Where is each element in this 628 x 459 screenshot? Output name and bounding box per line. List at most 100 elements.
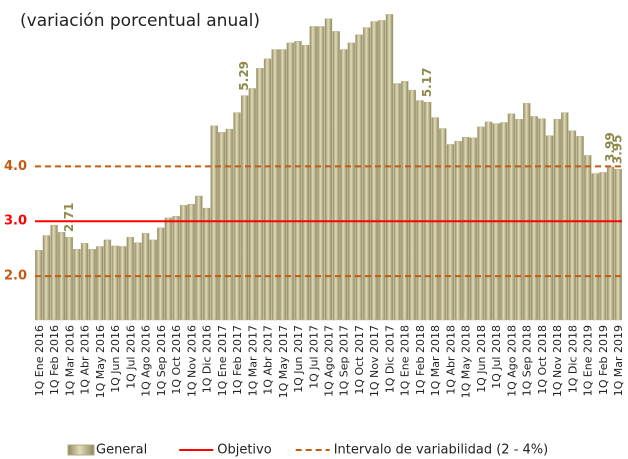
x-tick-label: 1Q Mar 2016	[63, 325, 76, 396]
bar	[606, 166, 615, 321]
value-label: 3.95	[611, 135, 625, 165]
bar	[378, 20, 386, 321]
bar	[393, 83, 401, 321]
x-tick-label: 1Q Nov 2018	[551, 325, 564, 397]
bar	[50, 224, 58, 321]
bar	[65, 236, 74, 321]
x-tick-label: 1Q Jul 2018	[490, 325, 503, 389]
bar	[523, 103, 531, 321]
bar	[568, 130, 577, 321]
bar	[225, 128, 234, 321]
x-tick-label: 1Q Abr 2018	[444, 325, 457, 395]
bar	[423, 101, 432, 321]
x-tick-label: 1Q Mar 2017	[246, 325, 259, 396]
bar	[545, 135, 554, 321]
x-tick-label: 1Q Mar 2019	[612, 325, 625, 396]
bar	[355, 34, 363, 321]
bar	[157, 227, 165, 321]
x-tick-label: 1Q May 2017	[277, 325, 290, 398]
bar	[286, 42, 295, 321]
bar	[362, 27, 371, 321]
x-tick-label: 1Q May 2016	[94, 325, 107, 398]
bar	[210, 125, 218, 321]
x-tick-label: 1Q Ene 2017	[216, 325, 229, 396]
bar	[561, 112, 569, 321]
bar	[248, 88, 256, 321]
bar	[370, 21, 378, 321]
x-tick-label: 1Q Feb 2017	[231, 325, 244, 395]
bar	[111, 245, 119, 321]
y-tick-label: 4.0	[4, 159, 27, 174]
value-label: 3.99	[603, 132, 617, 162]
bar	[454, 140, 462, 321]
bar	[73, 249, 81, 321]
legend-label: Objetivo	[217, 443, 271, 458]
bar	[347, 42, 356, 321]
bar	[401, 81, 409, 321]
x-tick-label: 1Q Oct 2016	[170, 325, 183, 395]
x-tick-label: 1Q Dic 2018	[566, 325, 579, 393]
bar	[317, 26, 325, 321]
y-tick-label: 2.0	[4, 269, 27, 284]
x-tick-label: 1Q Sep 2018	[521, 325, 534, 396]
x-tick-label: 1Q Feb 2016	[48, 325, 61, 395]
bar	[462, 137, 470, 321]
x-tick-label: 1Q Oct 2017	[353, 325, 366, 395]
bar	[324, 18, 333, 321]
bar	[263, 58, 272, 321]
x-tick-label: 1Q Ene 2018	[399, 325, 412, 396]
x-tick-label: 1Q Dic 2017	[383, 325, 396, 393]
bar	[179, 205, 188, 321]
x-tick-label: 1Q Feb 2018	[414, 325, 427, 395]
bar	[301, 44, 310, 321]
bar	[340, 49, 348, 321]
legend-label: General	[96, 443, 147, 458]
bar	[599, 172, 607, 321]
x-tick-label: 1Q Nov 2017	[368, 325, 381, 397]
bar	[294, 41, 302, 321]
x-tick-label: 1Q Abr 2017	[262, 325, 275, 395]
x-tick-label: 1Q Mar 2018	[429, 325, 442, 396]
bar	[591, 173, 600, 321]
bar	[118, 246, 127, 321]
bar	[507, 113, 516, 321]
bar	[553, 118, 561, 321]
bar	[439, 128, 447, 321]
x-tick-label: 1Q Jun 2018	[475, 325, 488, 393]
bar	[126, 236, 134, 321]
bar	[515, 118, 523, 321]
bar	[103, 239, 112, 321]
bar	[469, 137, 478, 321]
bar	[233, 112, 241, 321]
bar	[416, 100, 424, 321]
bar	[240, 95, 249, 321]
bar	[446, 144, 455, 321]
bar	[42, 235, 51, 321]
bar	[309, 26, 317, 321]
bar	[256, 67, 264, 321]
bar	[88, 249, 96, 321]
bar	[431, 117, 439, 321]
bar	[164, 217, 173, 321]
bar	[583, 155, 592, 321]
bar	[195, 195, 203, 321]
legend-swatch	[67, 444, 95, 456]
bar	[187, 204, 195, 321]
bar	[408, 89, 417, 321]
x-tick-label: 1Q Oct 2018	[536, 325, 549, 395]
bar	[279, 49, 287, 321]
bar	[218, 132, 226, 321]
bar	[538, 118, 546, 321]
x-tick-label: 1Q Sep 2017	[338, 325, 351, 396]
x-tick-label: 1Q Jul 2017	[307, 325, 320, 389]
bar	[477, 126, 485, 321]
bar	[172, 216, 180, 321]
value-label: 5.17	[420, 68, 434, 98]
x-tick-label: 1Q Nov 2016	[185, 325, 198, 397]
value-label: 2.71	[62, 203, 76, 233]
bar	[35, 250, 43, 321]
chart-title: (variación porcentual anual)	[20, 11, 260, 31]
x-tick-label: 1Q Sep 2016	[155, 325, 168, 396]
bar	[134, 242, 142, 321]
